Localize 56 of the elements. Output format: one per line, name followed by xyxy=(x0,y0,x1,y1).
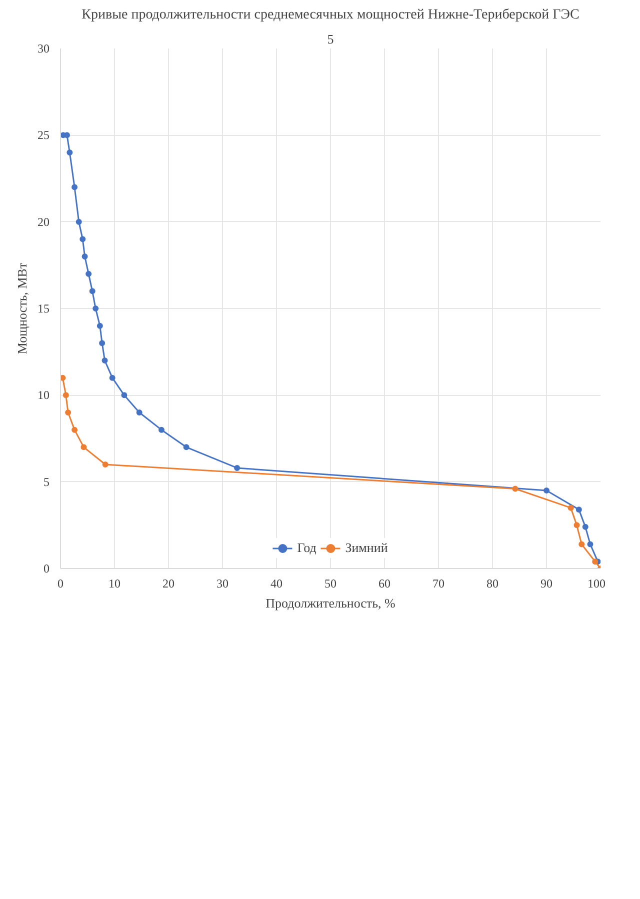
point xyxy=(80,444,87,450)
point xyxy=(102,358,108,364)
legend-label: Год xyxy=(297,540,318,556)
x-tick-label: 40 xyxy=(270,576,282,590)
chart-title: Кривые продолжительности среднемесячных мощностей Нижне-Териберской ГЭС xyxy=(82,8,580,22)
x-tick-label: 100 xyxy=(588,576,606,590)
text: 5 xyxy=(327,32,334,46)
point xyxy=(234,464,240,471)
point xyxy=(80,236,86,242)
x-tick-label: 50 xyxy=(324,576,336,590)
point xyxy=(72,426,78,433)
point xyxy=(99,340,106,346)
point xyxy=(72,184,78,190)
point xyxy=(512,486,518,492)
point xyxy=(576,506,582,513)
x-tick-label: 90 xyxy=(540,576,552,590)
x-tick-label: 30 xyxy=(216,576,228,590)
point xyxy=(65,410,72,416)
point xyxy=(587,541,594,548)
point xyxy=(121,392,128,398)
y-tick-label: 0 xyxy=(44,562,50,576)
x-tick-label: 70 xyxy=(432,576,444,590)
point xyxy=(102,462,108,468)
point xyxy=(109,374,116,381)
point xyxy=(66,150,73,156)
point xyxy=(158,426,164,433)
y-tick-label: 10 xyxy=(38,388,50,402)
point xyxy=(96,322,103,329)
point xyxy=(89,288,96,294)
y-axis-title: Мощность, МВт xyxy=(14,262,30,354)
x-tick-label: 20 xyxy=(162,576,174,590)
x-tick-label: 10 xyxy=(108,576,120,590)
point xyxy=(592,558,598,565)
y-tick-label: 30 xyxy=(38,42,50,56)
y-tick-label: 5 xyxy=(44,474,50,489)
x-tick-label: 60 xyxy=(378,576,390,590)
x-tick-label: 0 xyxy=(58,576,64,590)
point xyxy=(62,392,69,398)
point xyxy=(60,374,66,381)
x-axis-title: Продолжительность, % xyxy=(266,596,396,610)
point xyxy=(582,524,588,530)
point xyxy=(183,444,190,450)
point xyxy=(92,306,99,312)
point xyxy=(76,218,82,225)
point xyxy=(568,504,574,511)
point xyxy=(574,522,580,528)
x-tick-label: 80 xyxy=(486,576,498,590)
point xyxy=(544,488,550,494)
point xyxy=(578,541,585,548)
y-tick-label: 25 xyxy=(38,128,50,142)
point xyxy=(136,410,142,416)
y-tick-label: 15 xyxy=(38,302,50,316)
y-tick-label: 20 xyxy=(38,214,50,229)
legend-label: Зимний xyxy=(345,540,388,556)
point xyxy=(86,270,92,277)
point xyxy=(82,254,88,260)
